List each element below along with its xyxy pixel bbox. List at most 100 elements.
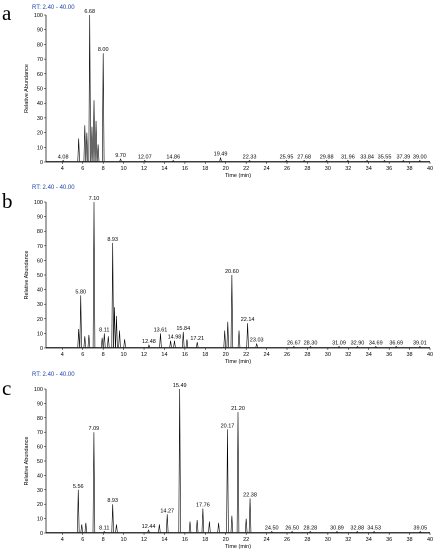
peak-mark (383, 160, 386, 162)
peak-label: 34.53 (367, 526, 381, 532)
peak-label: 39.05 (413, 526, 427, 532)
y-tick-label: 80 (37, 229, 43, 235)
peak-label: 12.48 (142, 339, 156, 345)
peak-mark (96, 144, 100, 162)
peak-label: 7.10 (89, 196, 100, 202)
y-tick-label: 80 (37, 416, 43, 422)
peak-label: 17.76 (196, 503, 210, 509)
y-tick-label: 40 (37, 288, 43, 294)
x-tick-label: 22 (243, 166, 249, 172)
panel-b: b RT: 2.40 - 40.00 0 10 20 30 40 50 60 70 80 90 10… (2, 185, 433, 365)
x-tick-label: 14 (161, 352, 167, 358)
x-tick-label: 32 (345, 352, 351, 358)
peak-label: 37.39 (396, 155, 410, 161)
peak-mark (255, 343, 258, 348)
x-tick-label: 36 (386, 352, 392, 358)
peak-mark (92, 100, 96, 162)
y-tick-label: 70 (37, 57, 43, 63)
peak-mark (87, 334, 91, 348)
x-tick-label: 28 (304, 537, 310, 543)
peak-label: 7.09 (89, 426, 100, 432)
peak-mark (147, 529, 150, 533)
y-tick-label: 90 (37, 215, 43, 221)
y-tick-label: 80 (37, 42, 43, 48)
peak-mark (195, 520, 199, 533)
peak-label: 29.88 (320, 155, 334, 161)
x-tick-label: 32 (345, 537, 351, 543)
y-tick-label: 100 (34, 200, 43, 206)
peak-mark (115, 315, 118, 348)
panel-letter-c: c (2, 376, 11, 400)
x-tick-label: 10 (121, 352, 127, 358)
x-tick-label: 36 (386, 537, 392, 543)
panel-letter-b: b (2, 189, 13, 213)
peak-mark (90, 126, 94, 162)
x-tick-label: 16 (182, 352, 188, 358)
peak-label: 28.30 (304, 341, 318, 347)
peak-label: 8.00 (98, 47, 109, 53)
x-tick-label: 18 (202, 352, 208, 358)
peak-mark (356, 346, 359, 348)
peak-mark (80, 524, 83, 533)
y-tick-label: 60 (37, 445, 43, 451)
peak-label: 24.50 (265, 526, 279, 532)
x-tick-label: 14 (161, 166, 167, 172)
peak-mark (223, 330, 226, 348)
peak-mark (309, 346, 312, 348)
peak-mark (337, 346, 341, 348)
peak-label: 25.95 (280, 155, 294, 161)
x-tick-label: 38 (407, 352, 413, 358)
x-tick-label: 6 (81, 537, 84, 543)
y-tick-label: 20 (37, 131, 43, 137)
x-tick-label: 12 (141, 166, 147, 172)
peak-mark (418, 346, 421, 348)
peak-label: 35.55 (378, 155, 392, 161)
x-tick-label: 24 (264, 352, 270, 358)
peak-mark (103, 333, 106, 348)
peak-mark (169, 340, 172, 348)
peak-mark (292, 346, 295, 348)
x-tick-label: 20 (223, 166, 229, 172)
peak-label: 28.28 (303, 526, 317, 532)
x-tick-label: 16 (182, 537, 188, 543)
y-tick-label: 10 (37, 331, 43, 337)
y-axis-title: Relative Abundance (24, 64, 30, 113)
panel-a: a RT: 2.40 - 40.00 0 10 20 30 40 50 60 70 80 90 10… (2, 1, 433, 179)
y-tick-label: 30 (37, 302, 43, 308)
peak-label: 31.09 (332, 341, 346, 347)
peak-mark (418, 160, 421, 162)
peak-mark (309, 531, 312, 533)
x-tick-label: 26 (284, 352, 290, 358)
peak-mark (77, 489, 80, 533)
peak-mark (83, 125, 87, 162)
x-tick-label: 24 (264, 537, 270, 543)
peak-label: 14.86 (166, 155, 180, 161)
peak-label: 22.33 (243, 155, 257, 161)
peak-mark (365, 160, 369, 162)
peak-label: 19.49 (214, 152, 228, 158)
peak-mark (147, 344, 151, 348)
peak-mark (83, 336, 87, 348)
peak-mark (166, 514, 169, 533)
peak-label: 5.56 (73, 484, 84, 490)
peak-mark (84, 522, 88, 533)
x-tick-label: 34 (366, 537, 372, 543)
y-tick-label: 10 (37, 517, 43, 523)
panel-letter-a: a (2, 1, 12, 25)
y-tick-label: 60 (37, 258, 43, 264)
peak-label: 17.21 (190, 336, 204, 342)
peak-mark (303, 160, 306, 162)
peak-label: 31.96 (341, 155, 355, 161)
peak-mark (118, 330, 121, 348)
peak-mark (107, 336, 110, 348)
y-tick-label: 60 (37, 72, 43, 78)
peak-label: 14.98 (168, 335, 182, 341)
x-tick-label: 30 (325, 352, 331, 358)
peak-label: 8.11 (99, 327, 109, 333)
panel-c: c RT: 2.40 - 40.00 0 10 20 30 40 50 60 70 80 90 10… (2, 372, 433, 550)
peak-mark (85, 132, 89, 162)
y-tick-label: 20 (37, 317, 43, 323)
peak-label: 21.20 (231, 406, 245, 412)
y-tick-label: 30 (37, 488, 43, 494)
peak-mark (325, 160, 328, 162)
